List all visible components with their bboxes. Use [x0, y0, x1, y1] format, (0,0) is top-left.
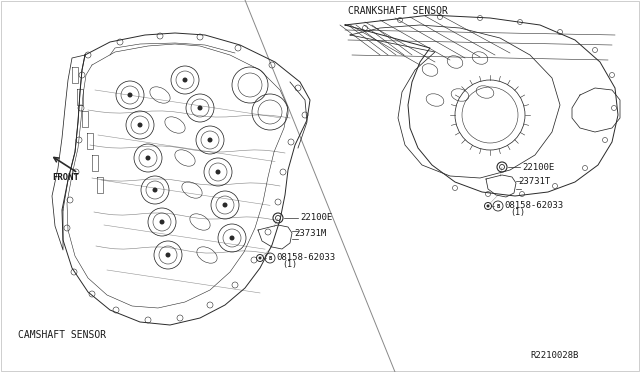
- Circle shape: [166, 253, 170, 257]
- Text: B: B: [497, 203, 500, 208]
- Circle shape: [198, 106, 202, 110]
- Text: (1): (1): [282, 260, 297, 269]
- Text: CAMSHAFT SENSOR: CAMSHAFT SENSOR: [18, 330, 106, 340]
- Text: 22100E: 22100E: [300, 214, 332, 222]
- Circle shape: [223, 202, 227, 208]
- Circle shape: [152, 187, 157, 192]
- Text: CRANKSHAFT SENSOR: CRANKSHAFT SENSOR: [348, 6, 448, 16]
- Text: FRONT: FRONT: [52, 173, 79, 183]
- Circle shape: [127, 93, 132, 97]
- Text: 23731M: 23731M: [294, 228, 326, 237]
- Circle shape: [145, 155, 150, 160]
- Circle shape: [207, 138, 212, 142]
- Text: 08158-62033: 08158-62033: [276, 253, 335, 263]
- Text: 08158-62033: 08158-62033: [504, 202, 563, 211]
- Text: 22100E: 22100E: [522, 163, 554, 171]
- Circle shape: [216, 170, 221, 174]
- Circle shape: [230, 235, 234, 241]
- Text: (1): (1): [510, 208, 525, 218]
- Circle shape: [182, 77, 188, 83]
- Text: B: B: [268, 256, 271, 260]
- Text: R2210028B: R2210028B: [530, 351, 579, 360]
- Circle shape: [138, 122, 143, 128]
- Circle shape: [159, 219, 164, 224]
- Circle shape: [259, 257, 262, 260]
- Text: 23731T: 23731T: [518, 177, 550, 186]
- Circle shape: [486, 205, 490, 208]
